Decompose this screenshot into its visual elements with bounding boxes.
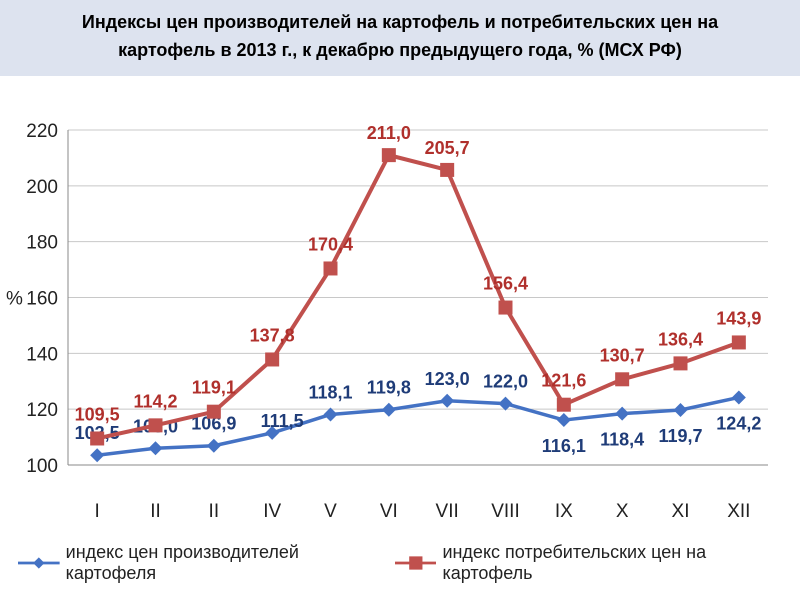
x-tick-label: IX: [555, 501, 573, 522]
series-line-consumer: [96, 153, 740, 441]
y-tick-label: 200: [26, 177, 58, 198]
data-point-consumer: [381, 148, 396, 163]
data-label-consumer: 205,7: [425, 138, 470, 158]
legend-label-consumer: индекс потребительских цен на картофель: [442, 542, 707, 583]
y-tick-label: 100: [26, 456, 58, 477]
chart-title-line-2: картофель в 2013 г., к декабрю предыдуще…: [118, 40, 682, 60]
data-point-consumer: [323, 261, 338, 276]
chart-title-line-1: Индексы цен производителей на картофель …: [81, 12, 719, 32]
data-point-producer: [731, 390, 746, 405]
data-label-producer: 111,5: [261, 411, 304, 431]
data-label-consumer: 114,2: [133, 391, 177, 411]
x-tick-label: VI: [380, 501, 398, 522]
data-label-producer: 119,8: [367, 378, 411, 398]
data-point-consumer: [498, 300, 513, 315]
data-point-consumer: [206, 404, 221, 419]
data-label-consumer: 170,4: [308, 234, 353, 254]
data-point-producer: [148, 441, 163, 456]
data-point-producer: [498, 396, 513, 411]
data-point-producer: [323, 407, 338, 422]
data-point-consumer: [148, 418, 163, 433]
data-label-producer: 119,7: [658, 426, 702, 446]
data-point-producer: [440, 393, 455, 408]
x-tick-label: IV: [263, 501, 281, 522]
data-label-producer: 106,9: [191, 414, 236, 434]
legend-swatch-consumer: [394, 556, 437, 570]
data-label-consumer: 143,9: [716, 308, 761, 328]
data-label-consumer: 211,0: [367, 123, 411, 143]
data-label-producer: 118,4: [600, 430, 644, 450]
data-label-producer: 123,0: [425, 369, 470, 389]
data-point-consumer: [556, 397, 571, 412]
y-tick-label: 120: [26, 400, 58, 421]
y-tick-label: 140: [26, 344, 58, 365]
x-tick-label: XII: [727, 501, 750, 522]
data-point-consumer: [265, 352, 280, 367]
data-label-consumer: 109,5: [75, 404, 120, 424]
y-tick-label: 160: [26, 289, 58, 310]
data-label-consumer: 119,1: [192, 378, 236, 398]
x-tick-label: I: [95, 501, 100, 522]
data-point-producer: [615, 406, 630, 421]
data-label-producer: 124,2: [716, 413, 761, 433]
data-label-producer: 122,0: [483, 372, 528, 392]
y-tick-label: 220: [26, 121, 58, 142]
x-tick-label: VII: [436, 501, 459, 522]
data-label-consumer: 156,4: [483, 274, 528, 294]
x-tick-label: XI: [672, 501, 690, 522]
data-point-consumer: [615, 372, 630, 387]
data-label-producer: 116,1: [542, 436, 586, 456]
data-label-consumer: 136,4: [658, 329, 703, 349]
data-point-consumer: [673, 356, 688, 371]
y-axis-label: %: [6, 289, 23, 310]
data-point-producer: [206, 438, 221, 453]
data-label-consumer: 130,7: [600, 345, 645, 365]
title-band: [0, 0, 800, 76]
data-label-consumer: 137,8: [250, 325, 295, 345]
data-point-consumer: [90, 431, 105, 446]
legend-item-producer: индекс цен производителей картофеля: [18, 542, 377, 584]
y-tick-label: 180: [26, 233, 58, 254]
data-point-consumer: [440, 162, 455, 177]
x-tick-label: II: [209, 501, 220, 522]
data-point-producer: [265, 425, 280, 440]
x-tick-label: V: [324, 501, 337, 522]
data-point-consumer: [731, 335, 746, 350]
data-label-consumer: 121,6: [541, 371, 586, 391]
data-point-producer: [381, 402, 396, 417]
chart-legend: индекс цен производителей картофеля инде…: [18, 542, 800, 584]
legend-label-producer: индекс цен производителей картофеля: [65, 542, 299, 583]
x-tick-label: VIII: [491, 501, 520, 522]
data-point-producer: [90, 448, 105, 463]
x-tick-label: X: [616, 501, 629, 522]
data-label-producer: 118,1: [308, 382, 352, 402]
data-point-producer: [556, 413, 571, 428]
legend-item-consumer: индекс потребительских цен на картофель: [394, 542, 782, 584]
x-tick-label: II: [150, 501, 161, 522]
data-point-producer: [673, 403, 688, 418]
legend-swatch-producer: [18, 557, 60, 569]
series-line-producer: [96, 395, 740, 457]
